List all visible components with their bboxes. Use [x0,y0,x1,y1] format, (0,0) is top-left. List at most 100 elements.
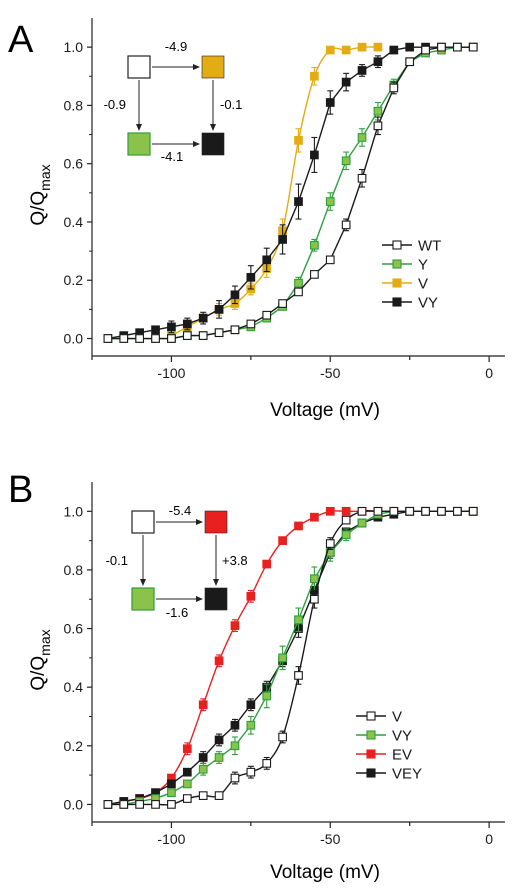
data-point [214,735,224,745]
data-point [167,779,176,789]
data-point [246,591,256,601]
data-point [262,310,272,320]
data-point [214,791,224,800]
data-point [405,57,415,67]
data-point [182,779,192,789]
series-wt [103,42,478,343]
legend: V VY EV VEY [356,709,422,783]
panel-label: B [8,469,33,511]
data-point [373,106,383,116]
data-point [437,42,446,52]
y-tick-label: 0.4 [64,214,84,230]
chart-plot: 0.0 0.2 0.4 0.6 0.8 1.0 -100 -50 0 [64,18,505,381]
data-point [294,671,303,680]
data-point [325,197,335,206]
y-tick-label: 0.6 [64,621,84,637]
data-point [246,700,256,710]
y-tick-label: 0.8 [64,97,84,113]
legend-label: V [418,276,428,293]
series-line [171,46,378,337]
data-point [373,57,383,67]
series-ev [103,506,478,809]
legend: WT YV VY [382,238,441,312]
x-tick-label: -50 [320,365,340,381]
data-point [182,744,192,754]
legend-item: VY [382,295,438,312]
scheme-arrowhead-right [213,579,219,586]
y-tick-label: 0.8 [64,562,84,578]
x-tick-label: 0 [485,365,493,381]
data-point [437,506,446,516]
data-point [452,42,462,52]
data-point [262,559,272,569]
data-point [246,319,256,329]
data-point [198,753,208,762]
data-point [214,305,224,314]
data-point [246,720,256,730]
y-tick-label: 1.0 [64,503,84,519]
data-point [278,235,287,244]
scheme-box-top-right [201,55,225,79]
data-point [421,45,430,55]
data-point [341,506,351,516]
x-tick-label: -100 [157,831,185,847]
legend-marker [366,768,376,778]
scheme-label-right: +3.8 [222,553,248,568]
scheme-box-top-right [204,510,228,534]
data-point [325,255,335,265]
scheme-arrowhead-right [210,124,216,131]
scheme-label-bottom: -4.1 [161,149,183,164]
data-point [151,334,160,343]
data-point [182,331,192,340]
x-tick-label: 0 [485,831,493,847]
legend-label: VY [392,728,412,745]
data-point [468,506,478,516]
series-v [167,42,383,340]
data-point [262,255,272,265]
legend-label: WT [418,238,441,255]
legend-item: WT [382,238,441,255]
scheme-box-bottom-left [131,587,155,611]
y-axis-label-sub: max [37,164,53,190]
y-axis-label: Q/Qmax [28,164,53,225]
legend-marker [366,749,376,759]
data-point [246,767,256,777]
scheme-arrowhead-bottom [193,141,200,147]
y-tick-label: 0.4 [64,679,84,695]
data-point [310,270,319,279]
scheme-box-top-left [127,55,151,79]
data-point [294,521,303,531]
data-point [357,518,367,528]
data-point [198,791,208,800]
data-point [325,45,335,55]
scheme-label-top: -5.4 [169,503,191,518]
series-vey [103,506,478,809]
thermodynamic-cycle-scheme: -5.4 -1.6 -0.1 +3.8 [106,503,248,620]
data-point [182,319,192,329]
data-point [246,272,256,282]
data-point [278,732,287,742]
data-point [278,653,287,663]
data-point [278,299,287,308]
legend-marker [366,730,376,740]
legend-label: EV [392,747,412,764]
scheme-label-bottom: -1.6 [166,605,188,620]
y-axis-label-main: Q/Q [28,656,49,691]
data-point [294,136,303,145]
scheme-arrowhead-left [136,124,142,131]
data-point [373,121,383,131]
data-point [357,133,367,142]
data-point [135,800,145,809]
series-vy [103,506,478,809]
data-point [167,334,176,343]
scheme-label-left: -0.1 [106,553,128,568]
data-point [294,278,303,288]
data-point [103,334,113,343]
data-point [405,506,415,516]
data-point [214,656,224,666]
data-point [357,66,367,75]
data-point [151,325,160,335]
scheme-box-bottom-right [201,132,225,156]
data-point [230,290,240,300]
